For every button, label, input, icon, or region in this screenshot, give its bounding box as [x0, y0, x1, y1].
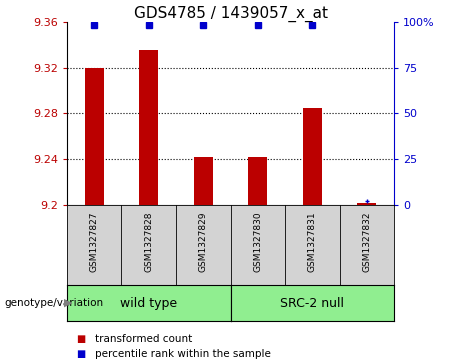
Text: GSM1327831: GSM1327831: [308, 212, 317, 272]
Text: genotype/variation: genotype/variation: [5, 298, 104, 308]
Text: ■: ■: [76, 349, 85, 359]
Text: GSM1327828: GSM1327828: [144, 212, 153, 272]
Title: GDS4785 / 1439057_x_at: GDS4785 / 1439057_x_at: [134, 5, 327, 22]
Text: wild type: wild type: [120, 297, 177, 310]
Text: GSM1327832: GSM1327832: [362, 212, 372, 272]
Bar: [84, 68, 104, 205]
Text: GSM1327827: GSM1327827: [89, 212, 99, 272]
Text: SRC-2 null: SRC-2 null: [280, 297, 344, 310]
Text: percentile rank within the sample: percentile rank within the sample: [95, 349, 271, 359]
Bar: [139, 50, 158, 205]
Text: ■: ■: [76, 334, 85, 344]
Bar: [248, 157, 267, 205]
Bar: [357, 203, 377, 205]
Text: GSM1327829: GSM1327829: [199, 212, 208, 272]
Text: ▶: ▶: [64, 298, 72, 308]
Bar: [194, 157, 213, 205]
Bar: [303, 108, 322, 205]
Text: GSM1327830: GSM1327830: [253, 212, 262, 272]
Text: transformed count: transformed count: [95, 334, 192, 344]
